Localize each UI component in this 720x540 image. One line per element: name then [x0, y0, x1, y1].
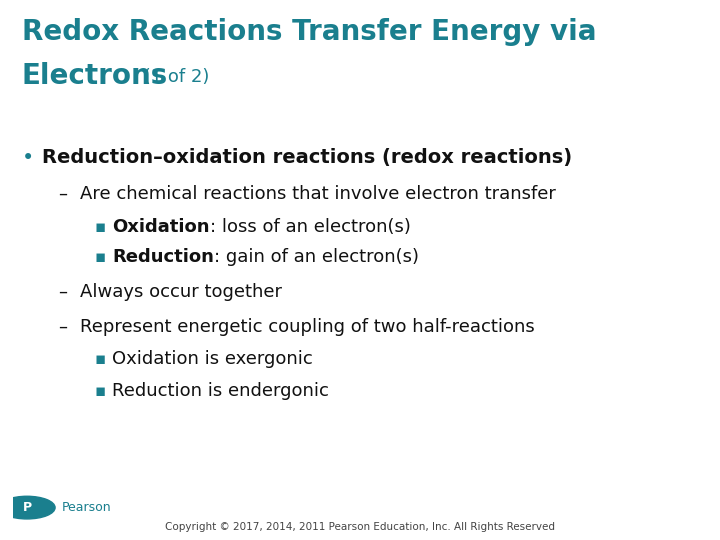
Text: : gain of an electron(s): : gain of an electron(s) [214, 248, 419, 266]
Text: (1 of 2): (1 of 2) [138, 68, 210, 86]
Text: : loss of an electron(s): : loss of an electron(s) [210, 218, 410, 236]
Circle shape [0, 496, 55, 519]
Text: ▪: ▪ [95, 248, 107, 266]
Text: Always occur together: Always occur together [80, 283, 282, 301]
Text: –: – [58, 283, 67, 301]
Text: ▪: ▪ [95, 218, 107, 236]
Text: Oxidation: Oxidation [112, 218, 210, 236]
Text: Are chemical reactions that involve electron transfer: Are chemical reactions that involve elec… [80, 185, 556, 203]
Text: P: P [22, 501, 32, 514]
Text: ▪: ▪ [95, 382, 107, 400]
Text: Redox Reactions Transfer Energy via: Redox Reactions Transfer Energy via [22, 18, 596, 46]
Text: Reduction is endergonic: Reduction is endergonic [112, 382, 329, 400]
Text: –: – [58, 185, 67, 203]
Text: Oxidation is exergonic: Oxidation is exergonic [112, 350, 312, 368]
Text: –: – [58, 318, 67, 336]
Text: Reduction: Reduction [112, 248, 214, 266]
Text: •: • [22, 148, 35, 168]
Text: Copyright © 2017, 2014, 2011 Pearson Education, Inc. All Rights Reserved: Copyright © 2017, 2014, 2011 Pearson Edu… [165, 522, 555, 532]
Text: Represent energetic coupling of two half-reactions: Represent energetic coupling of two half… [80, 318, 535, 336]
Text: Electrons: Electrons [22, 62, 168, 90]
Text: ▪: ▪ [95, 350, 107, 368]
Text: Pearson: Pearson [62, 501, 112, 514]
Text: Reduction–oxidation reactions (redox reactions): Reduction–oxidation reactions (redox rea… [42, 148, 572, 167]
